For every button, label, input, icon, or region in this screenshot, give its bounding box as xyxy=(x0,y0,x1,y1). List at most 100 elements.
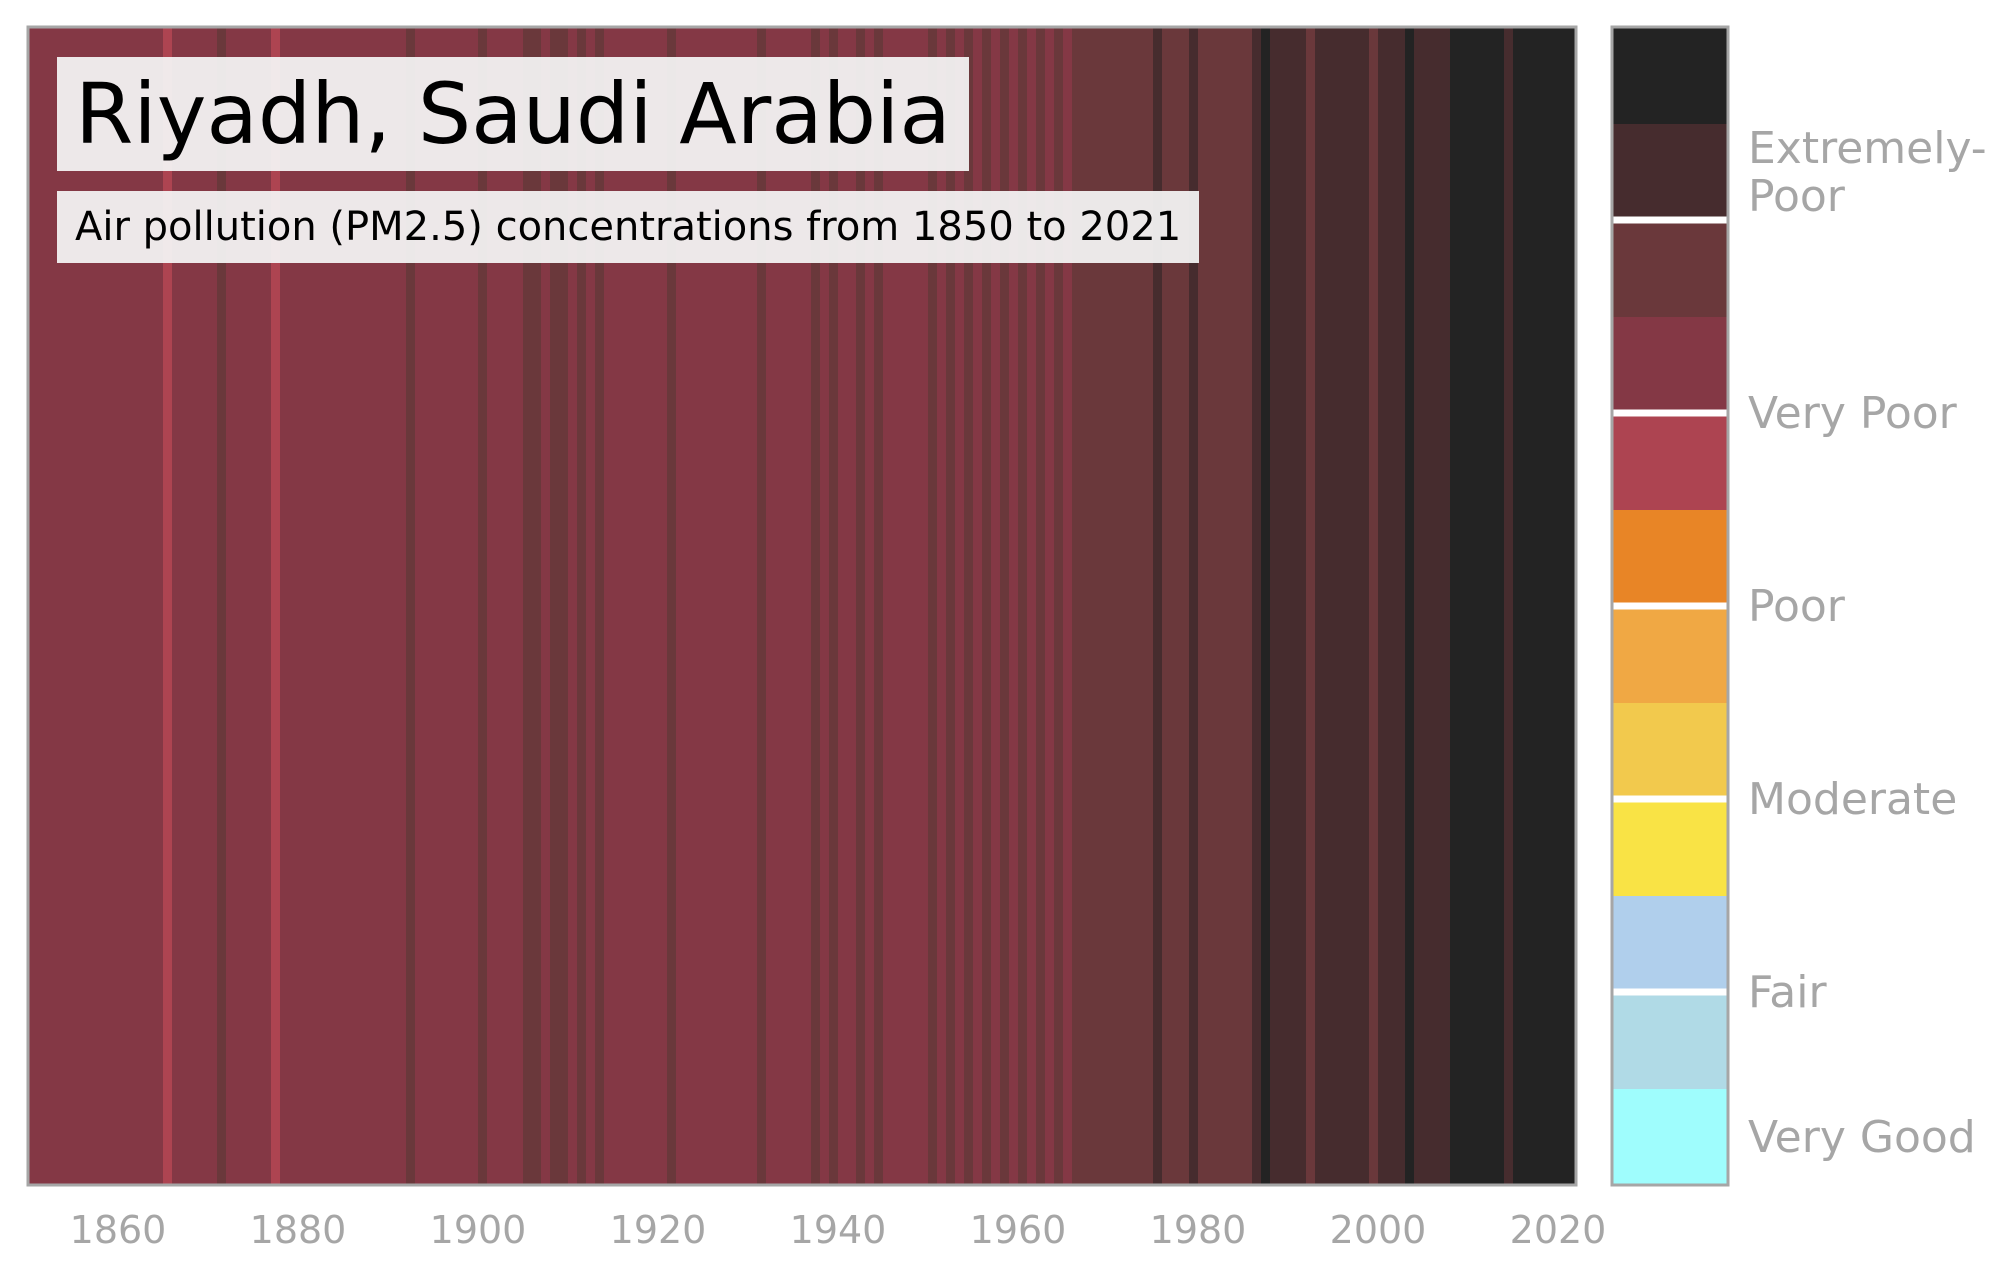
stripe-1933 xyxy=(775,27,785,1185)
stripe-1929 xyxy=(739,27,749,1185)
stripe-1888 xyxy=(370,27,380,1185)
legend-label: Fair xyxy=(1748,967,1827,1018)
x-tick-label: 1920 xyxy=(610,1208,707,1252)
stripe-2017 xyxy=(1531,27,1541,1185)
stripe-1864 xyxy=(154,27,164,1185)
stripe-1874 xyxy=(244,27,254,1185)
legend-swatch xyxy=(1612,509,1728,607)
legend-swatch xyxy=(1612,1088,1728,1186)
stripe-1972 xyxy=(1126,27,1136,1185)
plot-frame xyxy=(26,25,1578,1187)
stripe-1988 xyxy=(1270,27,1280,1185)
stripe-1942 xyxy=(856,27,866,1185)
stripe-2009 xyxy=(1459,27,1469,1185)
stripe-2006 xyxy=(1432,27,1442,1185)
stripe-1861 xyxy=(127,27,137,1185)
stripe-1994 xyxy=(1324,27,1334,1185)
stripe-1883 xyxy=(325,27,335,1185)
stripe-1937 xyxy=(811,27,821,1185)
stripe-1862 xyxy=(136,27,146,1185)
x-tick-label: 2020 xyxy=(1510,1208,1607,1252)
stripe-1876 xyxy=(262,27,272,1185)
stripe-1949 xyxy=(919,27,929,1185)
stripe-2008 xyxy=(1450,27,1460,1185)
stripe-2000 xyxy=(1378,27,1388,1185)
stripe-1868 xyxy=(190,27,200,1185)
stripe-1996 xyxy=(1342,27,1352,1185)
stripe-1959 xyxy=(1009,27,1019,1185)
stripe-1981 xyxy=(1207,27,1217,1185)
stripe-1904 xyxy=(514,27,524,1185)
legend-swatch xyxy=(1612,27,1728,124)
stripe-1898 xyxy=(460,27,470,1185)
stripe-1870 xyxy=(208,27,218,1185)
stripe-1938 xyxy=(820,27,830,1185)
stripe-1940 xyxy=(838,27,848,1185)
stripe-1971 xyxy=(1117,27,1127,1185)
stripe-1926 xyxy=(712,27,722,1185)
legend: Very Good Fair Moderate Poor Very Poor Extrem… xyxy=(1610,25,1987,1187)
stripe-1866 xyxy=(172,27,182,1185)
stripe-1891 xyxy=(397,27,407,1185)
stripe-1918 xyxy=(640,27,650,1185)
legend-swatch xyxy=(1612,123,1728,221)
legend-swatch xyxy=(1612,992,1728,1089)
legend-frame xyxy=(1610,25,1730,1187)
legend-label: Extremely-Poor xyxy=(1748,123,1987,222)
stripe-1905 xyxy=(523,27,533,1185)
stripe-1880 xyxy=(298,27,308,1185)
stripe-1920 xyxy=(658,27,668,1185)
stripe-1914 xyxy=(604,27,614,1185)
stripe-1992 xyxy=(1306,27,1316,1185)
stripe-1855 xyxy=(73,27,83,1185)
stripe-1947 xyxy=(901,27,911,1185)
stripe-1965 xyxy=(1063,27,1073,1185)
stripe-1886 xyxy=(352,27,362,1185)
stripe-1958 xyxy=(1000,27,1010,1185)
stripe-1887 xyxy=(361,27,371,1185)
stripe-1908 xyxy=(550,27,560,1185)
stripe-1931 xyxy=(757,27,767,1185)
stripe-1894 xyxy=(424,27,434,1185)
stripe-1895 xyxy=(433,27,443,1185)
stripe-2020 xyxy=(1558,27,1568,1185)
stripe-1863 xyxy=(145,27,155,1185)
stripe-1909 xyxy=(559,27,569,1185)
stripe-1977 xyxy=(1171,27,1181,1185)
stripe-1892 xyxy=(406,27,416,1185)
stripe-1952 xyxy=(946,27,956,1185)
stripe-1978 xyxy=(1180,27,1190,1185)
stripe-1990 xyxy=(1288,27,1298,1185)
stripe-1921 xyxy=(667,27,677,1185)
stripe-1932 xyxy=(766,27,776,1185)
stripe-2011 xyxy=(1477,27,1487,1185)
stripe-1858 xyxy=(100,27,110,1185)
stripe-1945 xyxy=(883,27,893,1185)
stripe-1936 xyxy=(802,27,812,1185)
stripe-1890 xyxy=(388,27,398,1185)
stripe-1884 xyxy=(334,27,344,1185)
stripe-1889 xyxy=(379,27,389,1185)
stripe-1924 xyxy=(694,27,704,1185)
stripe-1943 xyxy=(865,27,875,1185)
stripe-1877 xyxy=(271,27,281,1185)
stripe-2002 xyxy=(1396,27,1406,1185)
stripe-1869 xyxy=(199,27,209,1185)
stripe-1966 xyxy=(1072,27,1082,1185)
stripe-1993 xyxy=(1315,27,1325,1185)
stripe-1939 xyxy=(829,27,839,1185)
stripe-1907 xyxy=(541,27,551,1185)
stripe-1925 xyxy=(703,27,713,1185)
stripe-1975 xyxy=(1153,27,1163,1185)
stripe-2001 xyxy=(1387,27,1397,1185)
stripe-1853 xyxy=(55,27,65,1185)
legend-label: Very Good xyxy=(1748,1112,1976,1163)
stripe-1913 xyxy=(595,27,605,1185)
stripe-1983 xyxy=(1225,27,1235,1185)
stripe-1919 xyxy=(649,27,659,1185)
stripe-1871 xyxy=(217,27,227,1185)
stripe-1941 xyxy=(847,27,857,1185)
stripe-1984 xyxy=(1234,27,1244,1185)
stripe-1900 xyxy=(478,27,488,1185)
chart-subtitle: Air pollution (PM2.5) concentrations fro… xyxy=(75,204,1182,250)
